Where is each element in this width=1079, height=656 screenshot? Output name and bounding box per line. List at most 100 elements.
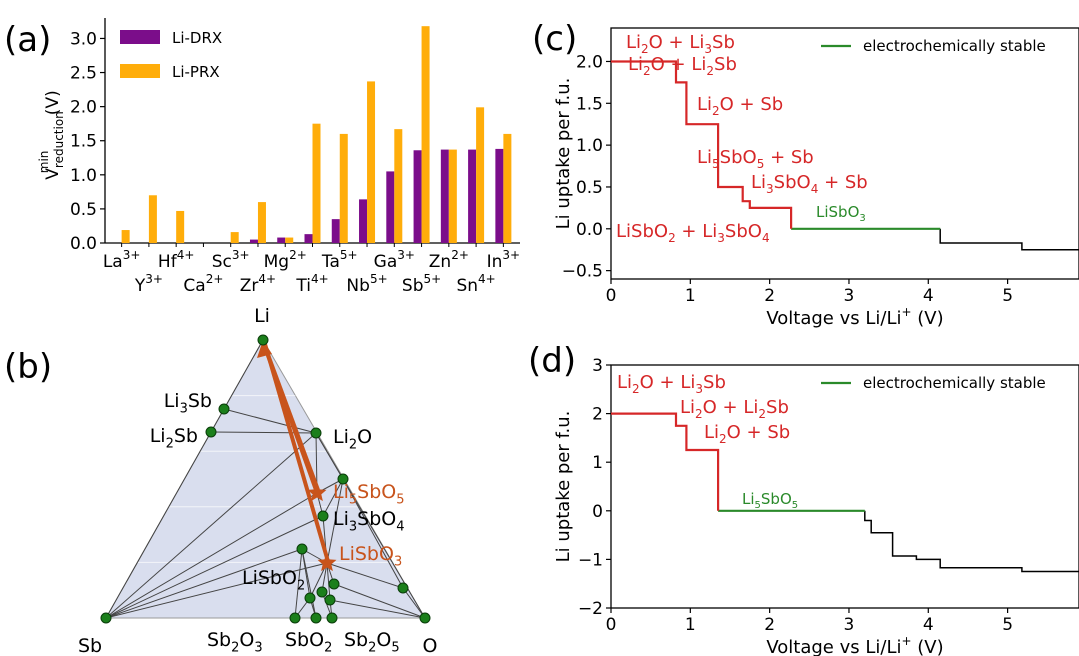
panel-label-d: (d): [528, 341, 576, 381]
plot-frame: [610, 364, 1079, 609]
legend-swatch: [120, 64, 160, 78]
bar-li-drx: [413, 150, 422, 243]
x-tick-label: Nb5+: [346, 272, 387, 296]
tie-line: [326, 562, 404, 589]
phase-node: [310, 612, 322, 624]
y-tick-label: 2.0: [576, 52, 603, 72]
phase-node: [289, 612, 301, 624]
tie-line: [326, 562, 331, 601]
phase-label: Li5SbO5: [333, 481, 405, 507]
annotation-label: Li2O + Li3Sb: [626, 32, 735, 56]
phase-label: Li3Sb: [164, 390, 212, 416]
x-tick-label: Sc3+: [212, 248, 250, 272]
vertex-label: Li: [254, 305, 270, 327]
annotation-label: LiSbO3: [816, 203, 866, 224]
bar-li-drx: [468, 149, 477, 243]
bar-li-drx: [249, 239, 258, 243]
x-axis-label: Voltage vs Li/Li+ (V): [766, 305, 943, 329]
vertex-label: Sb: [78, 635, 102, 656]
legend-label: Li-PRX: [172, 63, 220, 81]
y-tick-label: 2: [592, 405, 603, 425]
y-tick-label: 0: [592, 502, 603, 522]
x-tick-label: 3: [844, 615, 855, 635]
annotation-label: Li2O + Li3Sb: [617, 372, 726, 396]
x-tick-label: 2: [764, 286, 775, 306]
tie-line: [105, 432, 317, 619]
phase-label: LiSbO2: [242, 567, 305, 593]
tie-line: [105, 515, 324, 619]
x-tick-label: 3: [844, 286, 855, 306]
x-tick-label: 5: [1002, 286, 1013, 306]
phase-node: [296, 543, 308, 555]
y-axis-label: Li uptake per f.u.: [553, 78, 574, 230]
panel-label-c: (c): [532, 19, 577, 59]
annotation-label: Li3SbO4 + Sb: [751, 172, 868, 196]
x-tick-label: 2: [764, 615, 775, 635]
bar-li-prx: [394, 129, 403, 243]
series-line-red: [611, 60, 793, 229]
phase-node: [317, 510, 329, 522]
tie-line: [301, 548, 317, 619]
y-tick-label: 2.5: [70, 64, 97, 84]
arrow-head: [257, 340, 272, 358]
y-tick-label: 1.0: [576, 136, 603, 156]
phase-label: LiSbO3: [339, 543, 402, 569]
plot-frame: [610, 27, 1079, 280]
phase-node: [205, 426, 217, 438]
bar-li-drx: [440, 149, 449, 243]
x-tick-label: 4: [923, 286, 934, 306]
bar-li-prx: [367, 81, 376, 243]
y-tick-label: −2: [578, 599, 603, 619]
annotation-label: Li2O + Sb: [697, 94, 783, 118]
line-chart-panel-c: 0 1 2 3 4 5 −0.5 0.0 0.5 1.0 1.5 2.0 Voltage vs Li/L…: [553, 27, 1079, 329]
tie-line: [105, 431, 212, 619]
phase-node: [328, 578, 340, 590]
y-tick-label: 0.5: [576, 178, 603, 198]
bar-li-prx: [121, 230, 130, 243]
series-line-black: [864, 510, 1079, 573]
y-tick-label: 1: [592, 453, 603, 473]
x-tick-label: Ta5+: [321, 248, 358, 272]
bar-li-prx: [230, 232, 239, 243]
y-tick-label: 1.0: [70, 166, 97, 186]
y-axis-label: Li uptake per f.u.: [553, 411, 574, 563]
bar-li-prx: [421, 26, 430, 243]
phase-node: [419, 612, 431, 624]
bar-li-prx: [285, 237, 294, 243]
phase-node: [397, 582, 409, 594]
annotation-label: Li5SbO5: [742, 490, 798, 511]
tie-line: [322, 478, 344, 517]
phase-label: Sb2O5: [344, 629, 400, 655]
tie-line: [105, 492, 318, 619]
x-tick-label: Zr4+: [240, 272, 276, 296]
y-tick-label: 0.0: [70, 234, 97, 254]
y-axis-label: Vreductionmin (V): [37, 90, 66, 179]
tie-line: [223, 339, 264, 410]
bar-li-prx: [476, 107, 485, 244]
y-tick-label: −1: [578, 550, 603, 570]
bar-li-prx: [148, 195, 157, 243]
phase-label: Sb2O3: [207, 629, 263, 655]
x-tick-label: 1: [685, 286, 696, 306]
tie-line: [326, 478, 344, 564]
bar-li-prx: [312, 123, 321, 243]
annotation-label: Li2O + Li2Sb: [628, 54, 737, 78]
x-tick-label: 0: [606, 615, 617, 635]
legend-label: Li-DRX: [172, 29, 222, 47]
phase-node: [326, 612, 338, 624]
series-line-red: [611, 412, 720, 511]
tie-line: [329, 599, 426, 619]
legend-label: electrochemically stable: [863, 37, 1046, 55]
x-tick-label: 0: [606, 286, 617, 306]
annotation-label: LiSbO2 + Li3SbO4: [616, 221, 770, 245]
annotation-label: Li5SbO5 + Sb: [697, 147, 814, 171]
y-tick-label: 2.0: [70, 98, 97, 118]
bar-li-prx: [257, 202, 266, 243]
bar-li-prx: [448, 149, 457, 243]
tie-line: [294, 548, 303, 619]
phase-label: Li2Sb: [150, 425, 198, 451]
legend-label: electrochemically stable: [863, 374, 1046, 392]
